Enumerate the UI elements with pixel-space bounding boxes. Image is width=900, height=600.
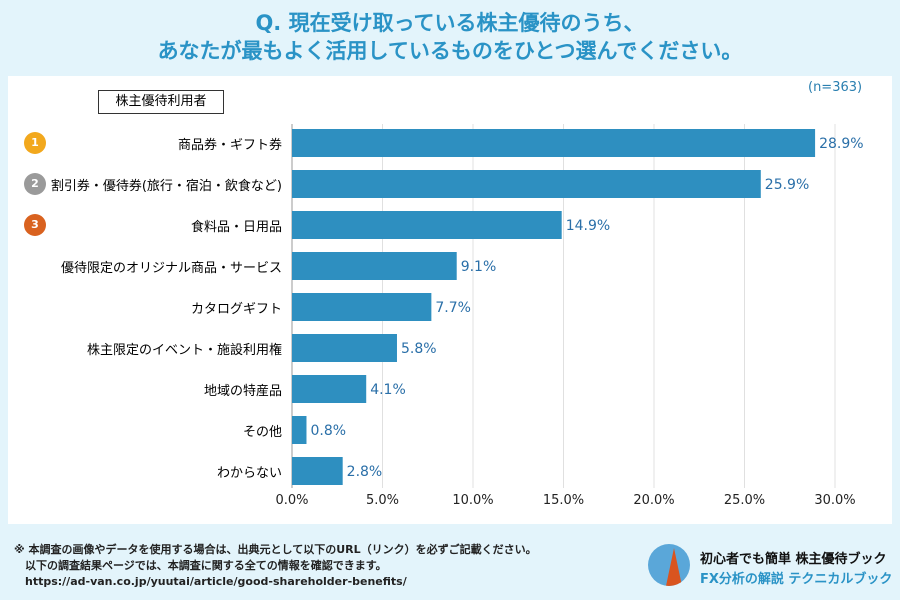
bar (292, 375, 367, 403)
category-label: 商品券・ギフト券 (177, 138, 282, 153)
category-label: 地域の特産品 (203, 384, 282, 399)
medal-rank-2-icon: 2 (24, 173, 46, 195)
bar (292, 416, 307, 444)
brand-line1: 初心者でも簡単 株主優待ブック (700, 552, 887, 567)
category-label: その他 (242, 425, 282, 440)
data-label: 14.9% (566, 218, 610, 234)
bar (292, 211, 562, 239)
x-tick-label: 20.0% (633, 493, 674, 508)
sample-size: (n=363) (808, 80, 863, 95)
x-tick-label: 5.0% (366, 493, 399, 508)
footnote-line: 以下の調査結果ページでは、本調査に関する全ての情報を確認できます。 (14, 559, 387, 572)
legend: 株主優待利用者 (98, 90, 224, 114)
x-tick-label: 10.0% (452, 493, 493, 508)
data-label: 25.9% (765, 177, 809, 193)
category-label: 優待限定のオリジナル商品・サービス (60, 261, 282, 276)
data-label: 0.8% (310, 423, 346, 439)
category-label: わからない (216, 466, 282, 481)
category-label: カタログギフト (190, 302, 282, 317)
footnote-url[interactable]: https://ad-van.co.jp/yuutai/article/good… (14, 575, 407, 588)
x-tick-label: 0.0% (275, 493, 308, 508)
data-label: 4.1% (370, 382, 406, 398)
footnote-line: ※ 本調査の画像やデータを使用する場合は、出典元として以下のURL（リンク）を必… (14, 543, 537, 556)
data-label: 9.1% (461, 259, 497, 275)
bar (292, 334, 397, 362)
brand-line2: FX分析の解説 テクニカルブック (700, 572, 893, 587)
category-label: 株主限定のイベント・施設利用権 (86, 343, 282, 358)
bar (292, 293, 432, 321)
bar (292, 252, 457, 280)
data-label: 7.7% (435, 300, 471, 316)
medal-rank-3-icon: 3 (24, 214, 46, 236)
data-label: 5.8% (401, 341, 437, 357)
x-tick-label: 25.0% (724, 493, 765, 508)
data-label: 2.8% (347, 464, 383, 480)
medal-rank-1-icon: 1 (24, 132, 46, 154)
footnote: ※ 本調査の画像やデータを使用する場合は、出典元として以下のURL（リンク）を必… (14, 542, 537, 590)
bar (292, 170, 761, 198)
bar (292, 457, 343, 485)
brand-logo-icon (648, 544, 690, 586)
x-tick-label: 15.0% (543, 493, 584, 508)
data-label: 28.9% (819, 136, 863, 152)
x-tick-label: 30.0% (814, 493, 855, 508)
bar (292, 129, 816, 157)
chart-title-line2: あなたが最もよく活用しているものをひとつ選んでください。 (157, 39, 743, 63)
category-label: 割引券・優待券(旅行・宿泊・飲食など) (50, 179, 282, 194)
category-label: 食料品・日用品 (190, 220, 282, 235)
chart-title-line1: Q. 現在受け取っている株主優待のうち、 (255, 11, 645, 35)
